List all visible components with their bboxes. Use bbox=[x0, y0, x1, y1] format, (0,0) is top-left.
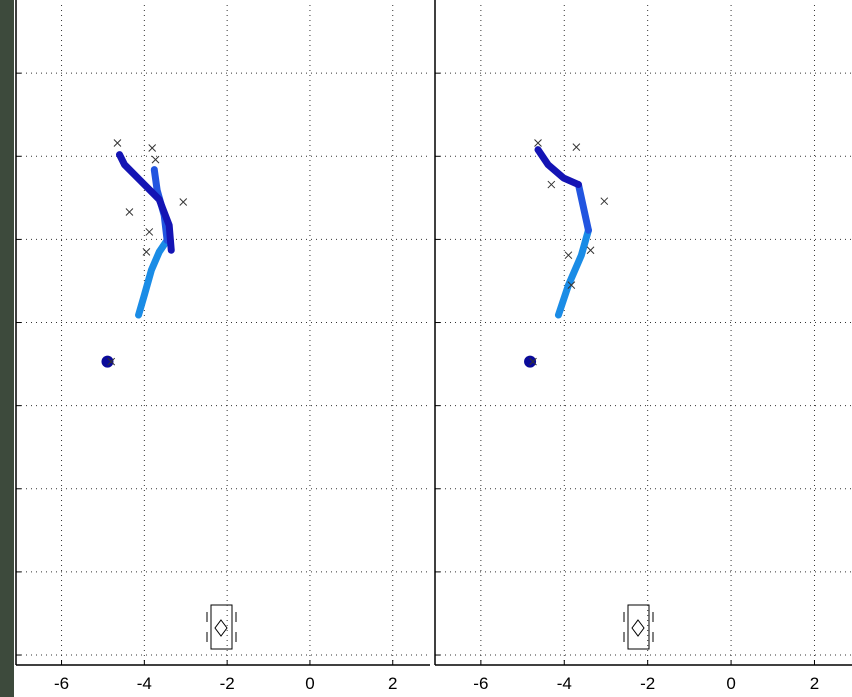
point bbox=[101, 355, 114, 368]
marker-x bbox=[145, 228, 154, 236]
track bbox=[534, 146, 582, 189]
x-tick-label: 0 bbox=[305, 674, 314, 693]
marker-x bbox=[547, 180, 556, 189]
vehicle-right bbox=[623, 604, 654, 650]
marker-x bbox=[151, 155, 160, 164]
vehicle-wheels bbox=[206, 612, 237, 642]
x-tick-label: -6 bbox=[54, 674, 69, 693]
x-tick-label: 0 bbox=[726, 674, 735, 693]
track bbox=[574, 181, 592, 234]
marker-x bbox=[142, 248, 151, 256]
vehicle-left bbox=[206, 604, 237, 650]
track bbox=[554, 226, 592, 319]
vehicle-diamond bbox=[214, 619, 228, 637]
marker-x bbox=[125, 208, 134, 216]
vehicle-box bbox=[627, 604, 650, 650]
x-tick-label: -4 bbox=[557, 674, 572, 693]
x-tick-label: -4 bbox=[137, 674, 152, 693]
marker-x bbox=[586, 246, 595, 255]
marker-x bbox=[179, 198, 188, 206]
marker-x bbox=[564, 251, 573, 260]
point bbox=[524, 355, 537, 368]
x-tick-label: -2 bbox=[220, 674, 235, 693]
x-tick-label: 2 bbox=[810, 674, 819, 693]
vehicle-box bbox=[210, 604, 233, 650]
marker-x bbox=[107, 357, 116, 366]
track bbox=[116, 151, 175, 254]
vehicle-diamond bbox=[631, 619, 645, 637]
x-tick-label: -6 bbox=[473, 674, 488, 693]
marker-x bbox=[529, 357, 537, 366]
marker-x bbox=[567, 281, 576, 289]
marker-x bbox=[600, 197, 609, 206]
vehicle-wheels bbox=[623, 612, 654, 642]
x-tick-label: 2 bbox=[388, 674, 397, 693]
marker-x bbox=[572, 143, 581, 151]
marker-x bbox=[534, 139, 542, 147]
marker-x bbox=[113, 139, 122, 147]
x-tick-label: -2 bbox=[640, 674, 655, 693]
track bbox=[135, 236, 171, 319]
marker-x bbox=[148, 144, 157, 152]
window-edge bbox=[0, 0, 14, 697]
